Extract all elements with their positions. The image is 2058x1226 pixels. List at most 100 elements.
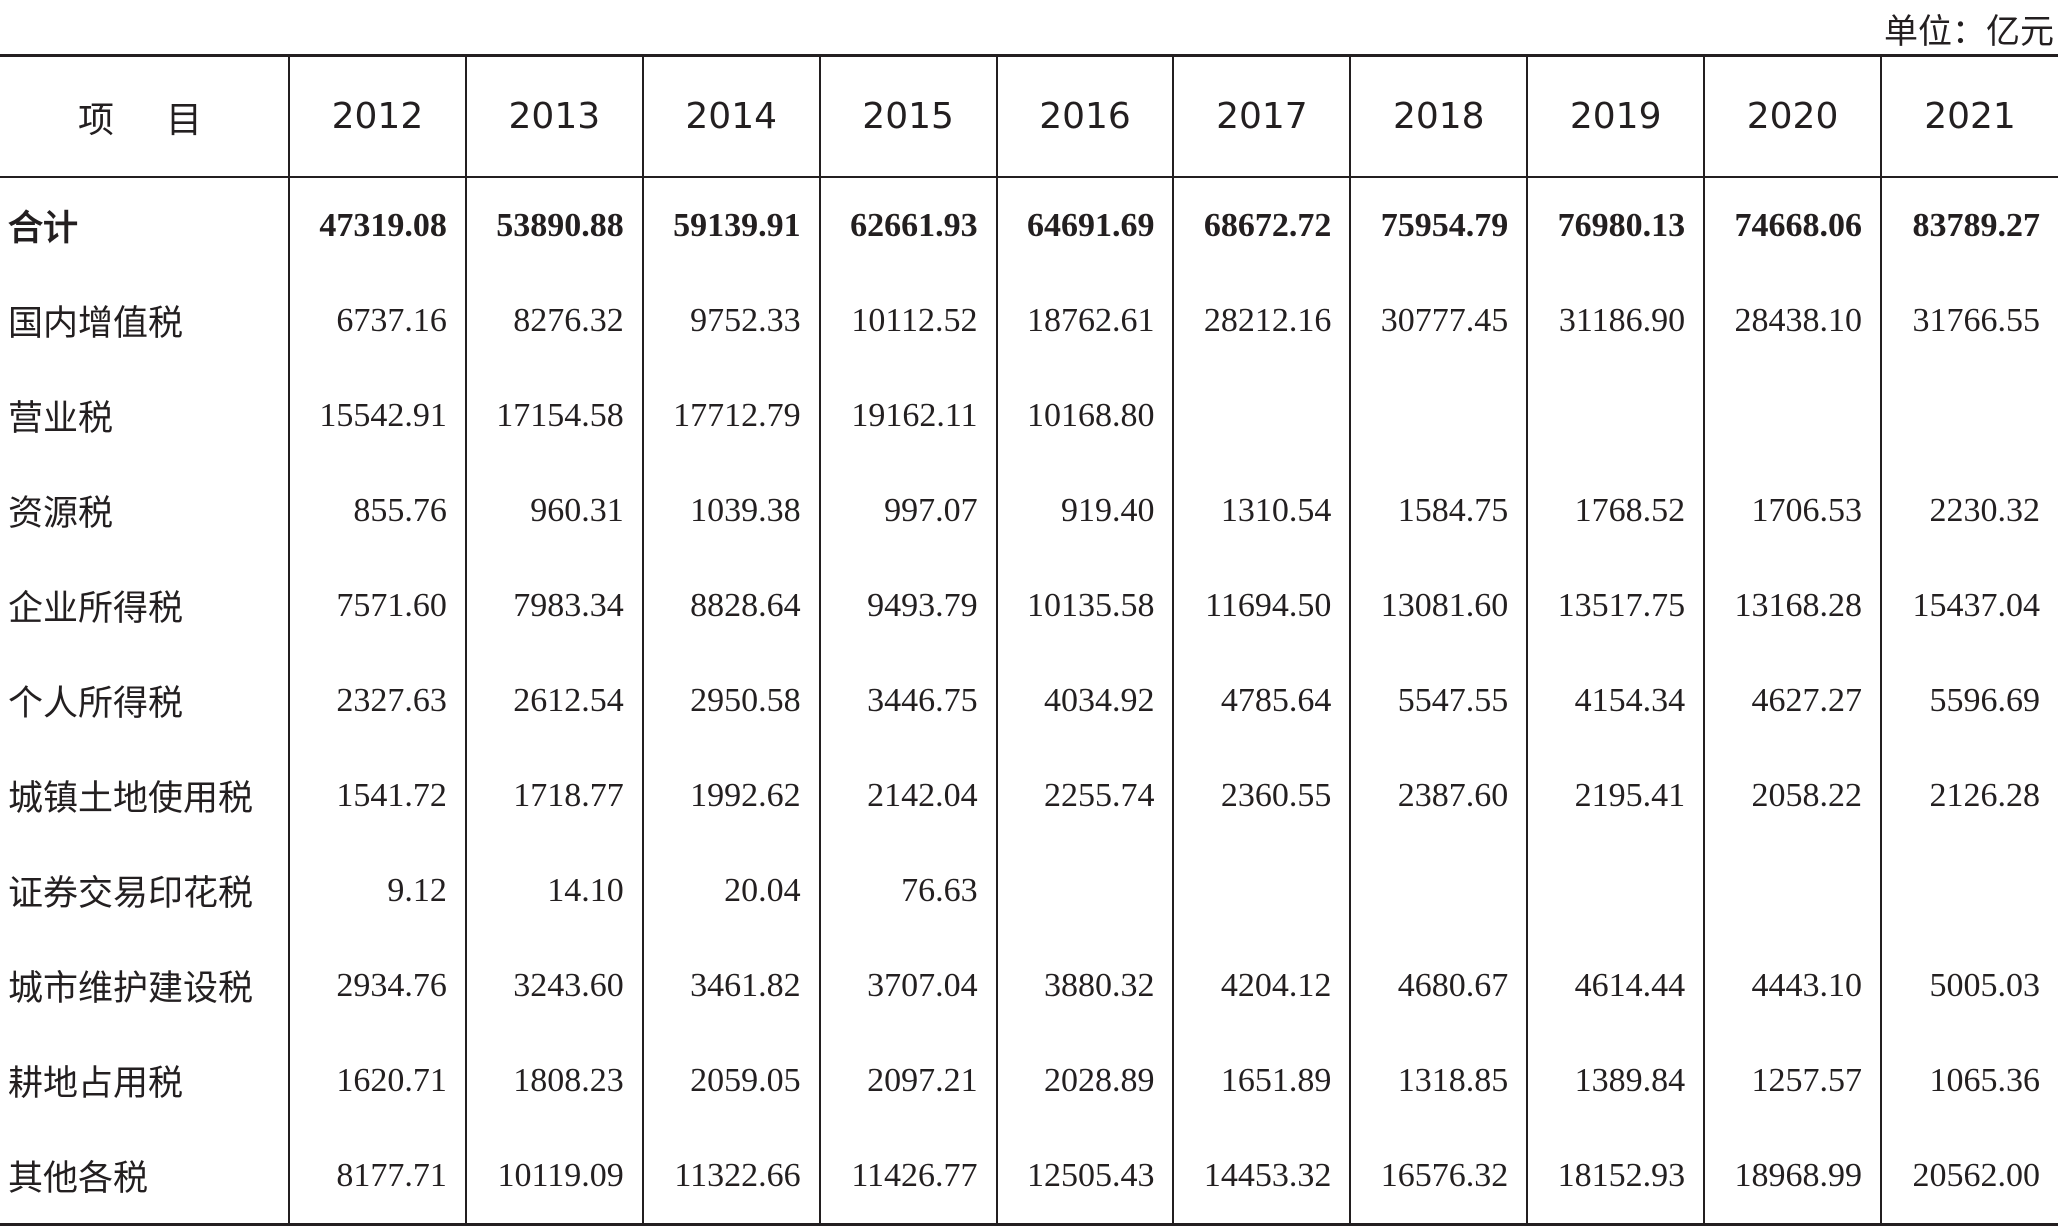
column-header: 2017 xyxy=(1172,55,1351,178)
cell: 31186.90 xyxy=(1526,273,1705,368)
cell: 2327.63 xyxy=(288,653,466,748)
cell: 18762.61 xyxy=(995,273,1174,368)
cell: 64691.69 xyxy=(995,177,1174,273)
cell: 11322.66 xyxy=(641,1128,820,1225)
table-row: 个人所得税 2327.63 2612.54 2950.58 3446.75 4034.92… xyxy=(0,653,2058,748)
cell: 2126.28 xyxy=(1880,748,2058,843)
unit-label: 单位：亿元 xyxy=(1884,12,2054,52)
cell: 1541.72 xyxy=(288,748,466,843)
cell: 7983.34 xyxy=(464,558,643,653)
cell: 2097.21 xyxy=(818,1033,997,1128)
cell: 59139.91 xyxy=(641,177,820,273)
row-label: 国内增值税 xyxy=(8,304,184,344)
cell: 15542.91 xyxy=(288,368,466,463)
cell: 4614.44 xyxy=(1526,938,1705,1033)
cell: 1389.84 xyxy=(1526,1033,1705,1128)
cell: 3446.75 xyxy=(818,653,997,748)
cell: 19162.11 xyxy=(818,368,997,463)
cell: 20.04 xyxy=(641,843,820,938)
cell: 13517.75 xyxy=(1526,558,1705,653)
column-header: 2014 xyxy=(641,55,820,178)
cell: 47319.08 xyxy=(288,177,466,273)
cell: 1718.77 xyxy=(464,748,643,843)
cell: 2142.04 xyxy=(818,748,997,843)
cell: 2934.76 xyxy=(288,938,466,1033)
table-row: 城市维护建设税 2934.76 3243.60 3461.82 3707.04 3880.… xyxy=(0,938,2058,1033)
cell: 28212.16 xyxy=(1172,273,1351,368)
table-row: 国内增值税 6737.16 8276.32 9752.33 10112.52 18762.… xyxy=(0,273,2058,368)
header-row: 项 目 2012 2013 2014 2015 2016 2017 2018 2019 2020 2… xyxy=(0,55,2058,178)
cell: 17712.79 xyxy=(641,368,820,463)
cell: 30777.45 xyxy=(1349,273,1528,368)
cell: 11426.77 xyxy=(818,1128,997,1225)
row-label: 城市维护建设税 xyxy=(8,969,254,1009)
cell: 68672.72 xyxy=(1172,177,1351,273)
table-row: 其他各税 8177.71 10119.09 11322.66 11426.77 12505… xyxy=(0,1128,2058,1225)
cell: 76980.13 xyxy=(1526,177,1705,273)
cell: 3243.60 xyxy=(464,938,643,1033)
table-row: 城镇土地使用税 1541.72 1718.77 1992.62 2142.04 2255.… xyxy=(0,748,2058,843)
cell: 2387.60 xyxy=(1349,748,1528,843)
cell: 919.40 xyxy=(995,463,1174,558)
cell: 13168.28 xyxy=(1703,558,1882,653)
cell: 1584.75 xyxy=(1349,463,1528,558)
column-header: 2013 xyxy=(464,55,643,178)
cell: 31766.55 xyxy=(1880,273,2058,368)
cell: 4785.64 xyxy=(1172,653,1351,748)
cell: 2058.22 xyxy=(1703,748,1882,843)
table-row: 营业税 15542.91 17154.58 17712.79 19162.11 10168… xyxy=(0,368,2058,463)
cell: 2059.05 xyxy=(641,1033,820,1128)
column-header: 2018 xyxy=(1349,55,1528,178)
cell: 28438.10 xyxy=(1703,273,1882,368)
cell: 11694.50 xyxy=(1172,558,1351,653)
cell: 18152.93 xyxy=(1526,1128,1705,1225)
cell: 9.12 xyxy=(288,843,466,938)
column-header: 2019 xyxy=(1526,55,1705,178)
cell: 4154.34 xyxy=(1526,653,1705,748)
cell: 3880.32 xyxy=(995,938,1174,1033)
column-header: 2021 xyxy=(1880,55,2058,178)
cell: 1039.38 xyxy=(641,463,820,558)
cell xyxy=(1172,843,1351,938)
cell: 5596.69 xyxy=(1880,653,2058,748)
column-header: 2016 xyxy=(995,55,1174,178)
cell: 1651.89 xyxy=(1172,1033,1351,1128)
cell: 62661.93 xyxy=(818,177,997,273)
row-label: 证券交易印花税 xyxy=(8,874,254,914)
cell: 2195.41 xyxy=(1526,748,1705,843)
cell: 1318.85 xyxy=(1349,1033,1528,1128)
cell: 8177.71 xyxy=(288,1128,466,1225)
cell: 12505.43 xyxy=(995,1128,1174,1225)
cell: 1310.54 xyxy=(1172,463,1351,558)
cell: 17154.58 xyxy=(464,368,643,463)
cell: 4204.12 xyxy=(1172,938,1351,1033)
cell: 7571.60 xyxy=(288,558,466,653)
cell: 16576.32 xyxy=(1349,1128,1528,1225)
cell xyxy=(1526,368,1705,463)
cell: 9493.79 xyxy=(818,558,997,653)
cell: 10112.52 xyxy=(818,273,997,368)
row-label: 营业税 xyxy=(8,399,114,439)
cell: 10168.80 xyxy=(995,368,1174,463)
cell: 1706.53 xyxy=(1703,463,1882,558)
table-row: 合计 47319.08 53890.88 59139.91 62661.93 64691.… xyxy=(0,177,2058,273)
row-label: 合计 xyxy=(8,208,79,249)
cell: 14453.32 xyxy=(1172,1128,1351,1225)
cell: 1808.23 xyxy=(464,1033,643,1128)
cell: 18968.99 xyxy=(1703,1128,1882,1225)
cell xyxy=(1172,368,1351,463)
cell: 1257.57 xyxy=(1703,1033,1882,1128)
cell: 1768.52 xyxy=(1526,463,1705,558)
table-row: 证券交易印花税 9.12 14.10 20.04 76.63 xyxy=(0,843,2058,938)
cell: 20562.00 xyxy=(1880,1128,2058,1225)
cell: 53890.88 xyxy=(464,177,643,273)
cell: 3461.82 xyxy=(641,938,820,1033)
cell: 8828.64 xyxy=(641,558,820,653)
cell: 10135.58 xyxy=(995,558,1174,653)
row-label: 资源税 xyxy=(8,494,114,534)
cell: 15437.04 xyxy=(1880,558,2058,653)
table-row: 资源税 855.76 960.31 1039.38 997.07 919.40 1310.5… xyxy=(0,463,2058,558)
cell: 960.31 xyxy=(464,463,643,558)
row-label: 其他各税 xyxy=(8,1159,149,1199)
cell: 2255.74 xyxy=(995,748,1174,843)
